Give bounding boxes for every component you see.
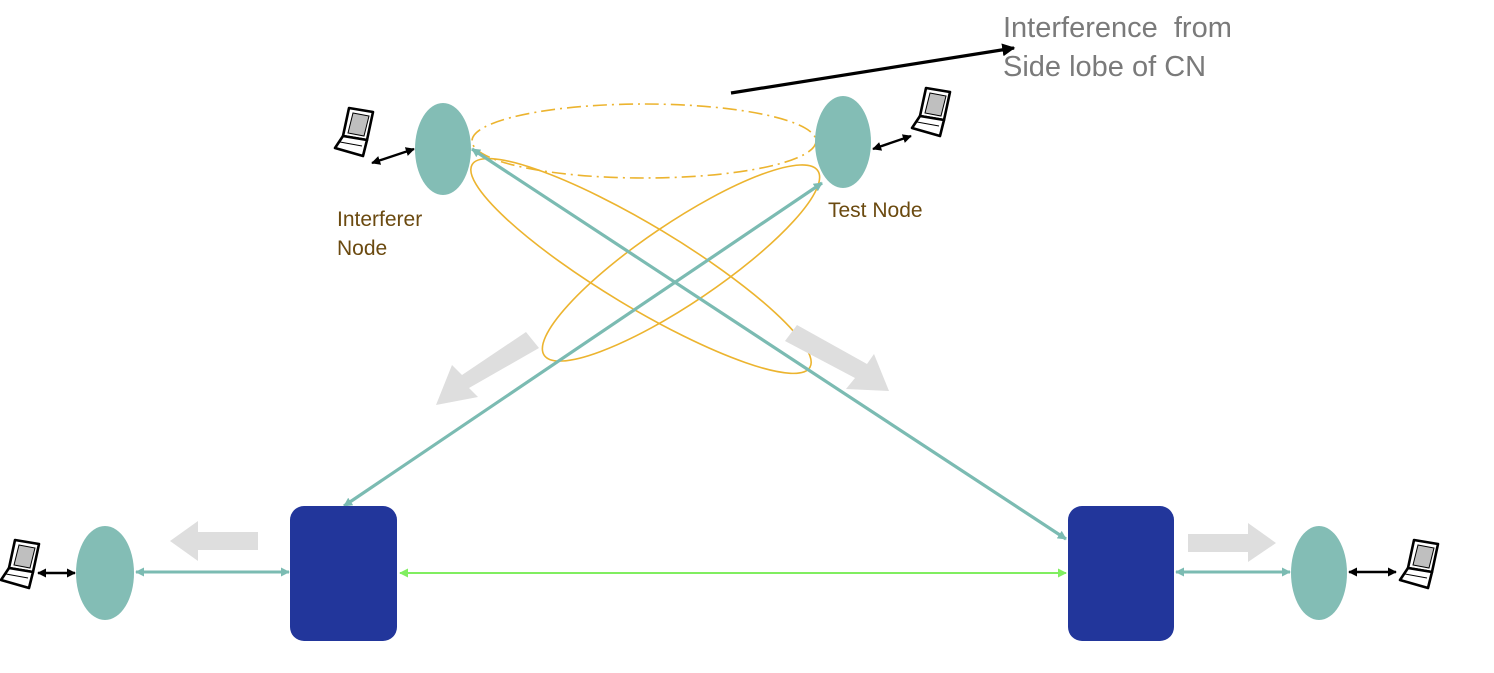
laptop-icon — [1398, 538, 1440, 590]
flow-arrow-down-left — [436, 332, 539, 405]
flow-arrow-right — [1188, 523, 1276, 562]
interferer-node — [415, 103, 471, 195]
annotation-label-line1: Interference from — [1003, 12, 1232, 44]
test-node-beam — [541, 164, 821, 362]
link-laptop-interferer — [371, 147, 415, 165]
laptop-icon — [0, 538, 41, 590]
test-node — [815, 96, 871, 188]
left-switch — [290, 506, 397, 641]
link-test-node-to-left-switch — [343, 181, 823, 508]
laptop-icon — [910, 86, 952, 138]
side-lobe-beam — [471, 103, 817, 179]
right-switch — [1068, 506, 1174, 641]
interferer-node-label-line1: Interferer — [337, 208, 422, 231]
flow-arrow-left — [170, 521, 258, 561]
annotation-pointer — [730, 43, 1016, 95]
test-node-label: Test Node — [828, 199, 923, 222]
interferer-node-label-line2: Node — [337, 237, 387, 260]
laptop-icon — [333, 106, 375, 158]
link-laptop-test-node — [872, 134, 912, 151]
link-interferer-to-right-switch — [471, 147, 1067, 541]
right-client-node — [1291, 526, 1347, 620]
left-client-node — [76, 526, 134, 620]
flow-arrow-down-right — [785, 325, 889, 391]
annotation-label-line2: Side lobe of CN — [1003, 51, 1206, 83]
